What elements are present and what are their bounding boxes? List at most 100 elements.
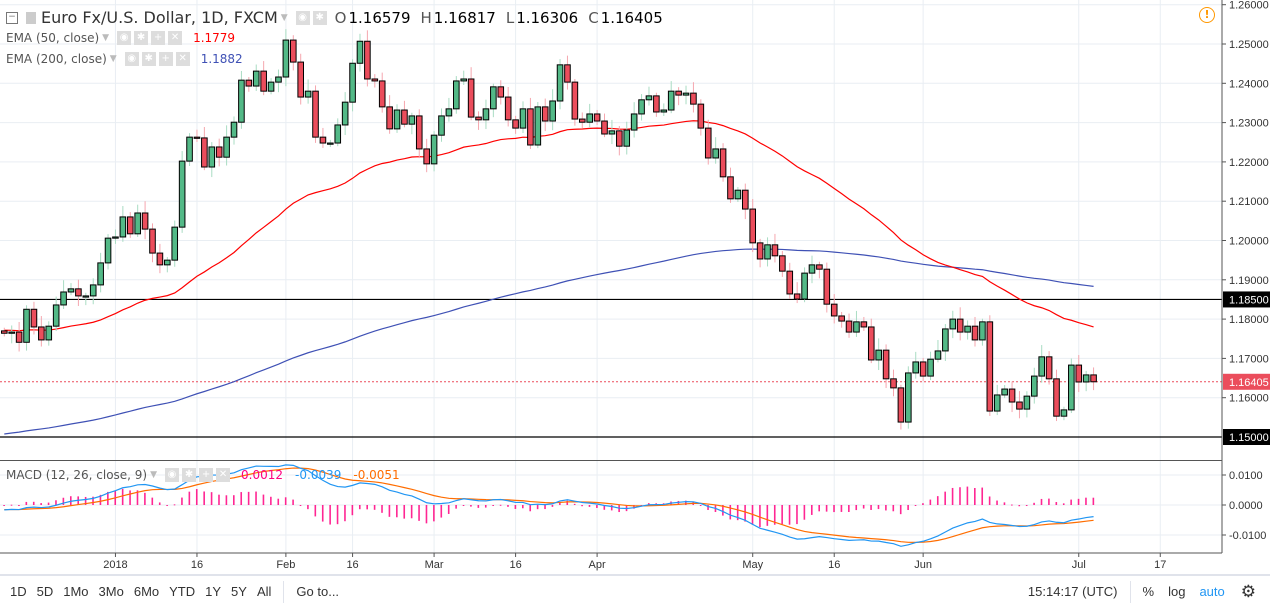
macd-histogram-bar bbox=[974, 488, 976, 505]
candle bbox=[164, 257, 171, 273]
macd-histogram-bar bbox=[573, 503, 576, 505]
ema50-label[interactable]: EMA (50, close) bbox=[6, 31, 100, 45]
symbol-title[interactable]: Euro Fx/U.S. Dollar, 1D, FXCM bbox=[41, 8, 278, 27]
macd-histogram-bar bbox=[499, 504, 502, 506]
plus-icon[interactable]: + bbox=[151, 31, 166, 45]
candle bbox=[1053, 369, 1060, 422]
candle bbox=[193, 129, 201, 142]
candle bbox=[430, 131, 438, 172]
candle bbox=[808, 255, 816, 284]
ema200-label[interactable]: EMA (200, close) bbox=[6, 52, 107, 66]
candle-body bbox=[438, 115, 445, 136]
candle bbox=[1008, 381, 1016, 413]
gear-icon[interactable]: ✱ bbox=[182, 468, 197, 482]
settings-gear-icon[interactable]: ⚙ bbox=[1240, 581, 1256, 601]
percent-toggle[interactable]: % bbox=[1142, 584, 1155, 599]
candle bbox=[645, 86, 653, 106]
range-6mo[interactable]: 6Mo bbox=[133, 584, 160, 599]
candle bbox=[23, 305, 30, 351]
gear-icon[interactable]: ✱ bbox=[141, 52, 156, 66]
candle bbox=[156, 243, 164, 274]
macd-histogram-bar bbox=[988, 496, 991, 505]
candle-body bbox=[786, 270, 794, 295]
range-1mo[interactable]: 1Mo bbox=[63, 584, 89, 599]
eye-icon[interactable]: ◉ bbox=[124, 52, 139, 66]
macd-label[interactable]: MACD (12, 26, close, 9) bbox=[6, 468, 148, 482]
chevron-down-icon[interactable]: ▼ bbox=[109, 54, 117, 64]
candle bbox=[979, 318, 986, 346]
candle bbox=[860, 316, 868, 331]
candle-body bbox=[89, 284, 97, 297]
range-5d[interactable]: 5D bbox=[36, 584, 54, 599]
chart-canvas[interactable]: 1.26000 1.25000 1.24000 1.23000 1.22000 1.210… bbox=[0, 0, 1270, 575]
close-icon[interactable]: ✕ bbox=[175, 52, 190, 66]
range-5y[interactable]: 5Y bbox=[231, 584, 247, 599]
macd-histogram-bar bbox=[796, 505, 798, 525]
plus-icon[interactable]: + bbox=[199, 468, 214, 482]
candle bbox=[134, 204, 141, 237]
macd-histogram-bar bbox=[685, 500, 687, 505]
ohlc-open: O 1.16579 bbox=[334, 8, 411, 27]
goto-button[interactable]: Go to... bbox=[296, 584, 340, 599]
candle bbox=[838, 311, 845, 328]
plus-icon[interactable]: + bbox=[158, 52, 173, 66]
candle bbox=[1090, 367, 1097, 391]
candle bbox=[1045, 351, 1053, 385]
warning-icon[interactable]: ! bbox=[1199, 7, 1215, 23]
candle bbox=[949, 310, 957, 339]
candle bbox=[97, 252, 104, 293]
eye-icon[interactable]: ◉ bbox=[295, 10, 310, 25]
candle-body bbox=[75, 288, 82, 297]
candle bbox=[890, 369, 897, 397]
candle bbox=[749, 198, 757, 253]
candle bbox=[534, 102, 542, 149]
macd-histogram-bar bbox=[907, 505, 909, 511]
log-toggle[interactable]: log bbox=[1168, 584, 1186, 599]
range-3mo[interactable]: 3Mo bbox=[98, 584, 124, 599]
eye-icon[interactable]: ◉ bbox=[117, 31, 132, 45]
candle bbox=[393, 104, 401, 133]
macd-histogram-bar bbox=[92, 496, 94, 505]
macd-tick-label: 0.0100 bbox=[1229, 470, 1263, 482]
candle-body bbox=[238, 79, 245, 123]
candle-body bbox=[171, 226, 179, 261]
candle bbox=[119, 205, 127, 242]
gear-icon[interactable]: ✱ bbox=[312, 10, 327, 25]
candle bbox=[919, 357, 927, 381]
range-1y[interactable]: 1Y bbox=[205, 584, 222, 599]
macd-histogram-bar bbox=[292, 499, 294, 505]
candle-body bbox=[408, 115, 416, 125]
candle-body bbox=[38, 326, 45, 341]
candle-body bbox=[1023, 395, 1031, 410]
chevron-down-icon[interactable]: ▼ bbox=[150, 470, 158, 480]
chevron-down-icon[interactable]: ▼ bbox=[280, 12, 288, 23]
candle bbox=[816, 261, 823, 279]
macd-histogram-bar bbox=[929, 499, 932, 505]
range-all[interactable]: All bbox=[256, 584, 272, 599]
candle-body bbox=[260, 70, 267, 92]
close-icon[interactable]: ✕ bbox=[216, 468, 231, 482]
candle-body bbox=[267, 81, 275, 92]
candle-body bbox=[82, 295, 90, 298]
macd-histogram-bar bbox=[848, 505, 850, 512]
candle-body bbox=[779, 255, 786, 272]
auto-toggle[interactable]: auto bbox=[1199, 584, 1225, 599]
candle bbox=[245, 77, 253, 92]
gear-icon[interactable]: ✱ bbox=[134, 31, 149, 45]
candle-body bbox=[15, 331, 23, 343]
candle bbox=[793, 282, 801, 304]
collapse-icon[interactable]: − bbox=[6, 11, 18, 24]
close-icon[interactable]: ✕ bbox=[168, 31, 183, 45]
eye-icon[interactable]: ◉ bbox=[165, 468, 180, 482]
macd-histogram-bar bbox=[551, 505, 554, 507]
range-ytd[interactable]: YTD bbox=[169, 584, 196, 599]
range-1d[interactable]: 1D bbox=[10, 584, 27, 599]
candle-body bbox=[193, 136, 201, 139]
candle bbox=[704, 119, 712, 165]
macd-histogram-bar bbox=[173, 504, 176, 506]
macd-histogram-bar bbox=[855, 505, 858, 511]
time-tick-label: Feb bbox=[276, 559, 295, 571]
chevron-down-icon[interactable]: ▼ bbox=[102, 33, 110, 43]
candle bbox=[697, 99, 705, 136]
candle-body bbox=[104, 237, 112, 264]
